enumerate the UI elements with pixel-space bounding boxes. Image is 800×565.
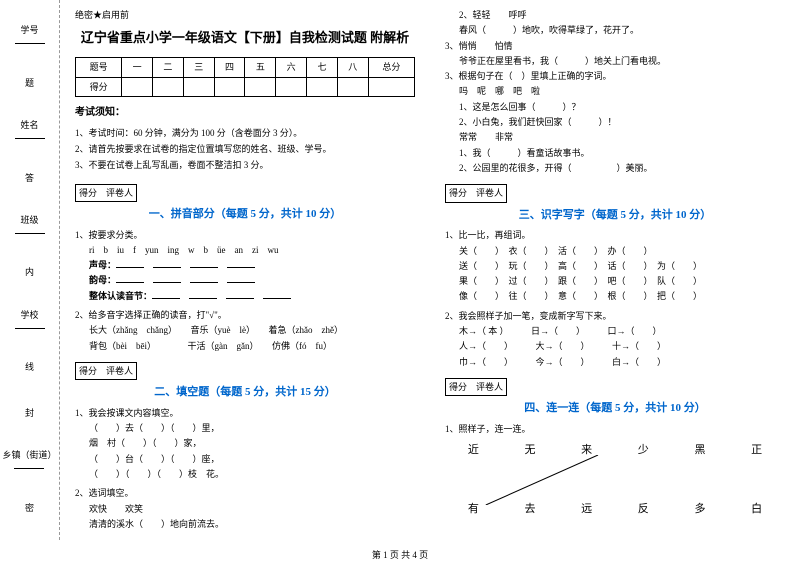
field-class: 班级 [15,213,45,236]
question-r1: 2、轻轻 呼呼 春风（ ）地吹，吹得草绿了，花开了。 3、悄悄 怕情 爷爷正在屋… [445,8,785,176]
field-school: 学校 [15,308,45,331]
marker-mi: 密 [23,498,36,517]
section-title-4: 四、连一连（每题 5 分，共计 10 分） [445,400,785,418]
page-title: 辽宁省重点小学一年级语文【下册】自我检测试题 附解析 [75,28,415,49]
notice-item: 2、请首先按要求在试卷的指定位置填写您的姓名、班级、学号。 [75,141,415,157]
secret-label: 绝密★启用前 [75,8,415,22]
grade-box: 得分 评卷人 [75,362,137,380]
question-7: 1、照样子，连一连。 近 无 来 少 黑 正 有 去 远 反 多 白 [445,422,785,521]
notice-item: 1、考试时间：60 分钟，满分为 100 分（含卷面分 3 分）。 [75,125,415,141]
notice-list: 1、考试时间：60 分钟，满分为 100 分（含卷面分 3 分）。 2、请首先按… [75,125,415,174]
question-6: 2、我会照样子加一笔，变成新字写下来。 木→（ 本 ） 日→（ ） 口→（ ） … [445,309,785,370]
marker-ti: 题 [23,73,36,92]
notice-item: 3、不要在试卷上乱写乱画，卷面不整洁扣 3 分。 [75,157,415,173]
grade-box: 得分 评卷人 [445,184,507,202]
field-xuehao: 学号 [15,23,45,46]
page-footer: 第 1 页 共 4 页 [0,548,800,561]
table-row: 题号一二三四五六七八总分 [76,58,415,77]
grade-box: 得分 评卷人 [75,184,137,202]
marker-da: 答 [23,168,36,187]
grade-box: 得分 评卷人 [445,378,507,396]
left-column: 绝密★启用前 辽宁省重点小学一年级语文【下册】自我检测试题 附解析 题号一二三四… [60,0,430,540]
notice-heading: 考试须知： [75,105,415,121]
marker-xian: 线 [23,357,36,376]
marker-feng: 封 [23,403,36,422]
section-title-1: 一、拼音部分（每题 5 分，共计 10 分） [75,206,415,224]
marker-nei: 内 [23,262,36,281]
connect-line [445,455,785,505]
binding-margin: 学号 题 姓名 答 班级 内 学校 线 封 乡镇（街道） 密 [0,0,60,540]
field-name: 姓名 [15,118,45,141]
question-5: 1、比一比，再组词。 关（ ） 衣（ ） 活（ ） 办（ ） 送（ ） 玩（ ）… [445,228,785,304]
section-title-2: 二、填空题（每题 5 分，共计 15 分） [75,384,415,402]
score-table: 题号一二三四五六七八总分 得分 [75,57,415,97]
table-row: 得分 [76,77,415,96]
question-1: 1、按要求分类。 ri b iu f yun ing w b üe an zi … [75,228,415,304]
right-column: 2、轻轻 呼呼 春风（ ）地吹，吹得草绿了，花开了。 3、悄悄 怕情 爷爷正在屋… [430,0,800,540]
question-3: 1、我会按课文内容填空。 （ ）去（ ）（ ）里， 烟 村（ ）（ ）家， （ … [75,406,415,482]
connect-diagram: 近 无 来 少 黑 正 有 去 远 反 多 白 [445,441,785,521]
question-2: 2、给多音字选择正确的读音，打"√"。 长大（zhǎng chǎng） 音乐（y… [75,308,415,354]
field-town: 乡镇（街道） [2,448,56,471]
question-4: 2、选词填空。 欢快 欢笑 清清的溪水（ ）地向前流去。 [75,486,415,532]
section-title-3: 三、识字写字（每题 5 分，共计 10 分） [445,207,785,225]
